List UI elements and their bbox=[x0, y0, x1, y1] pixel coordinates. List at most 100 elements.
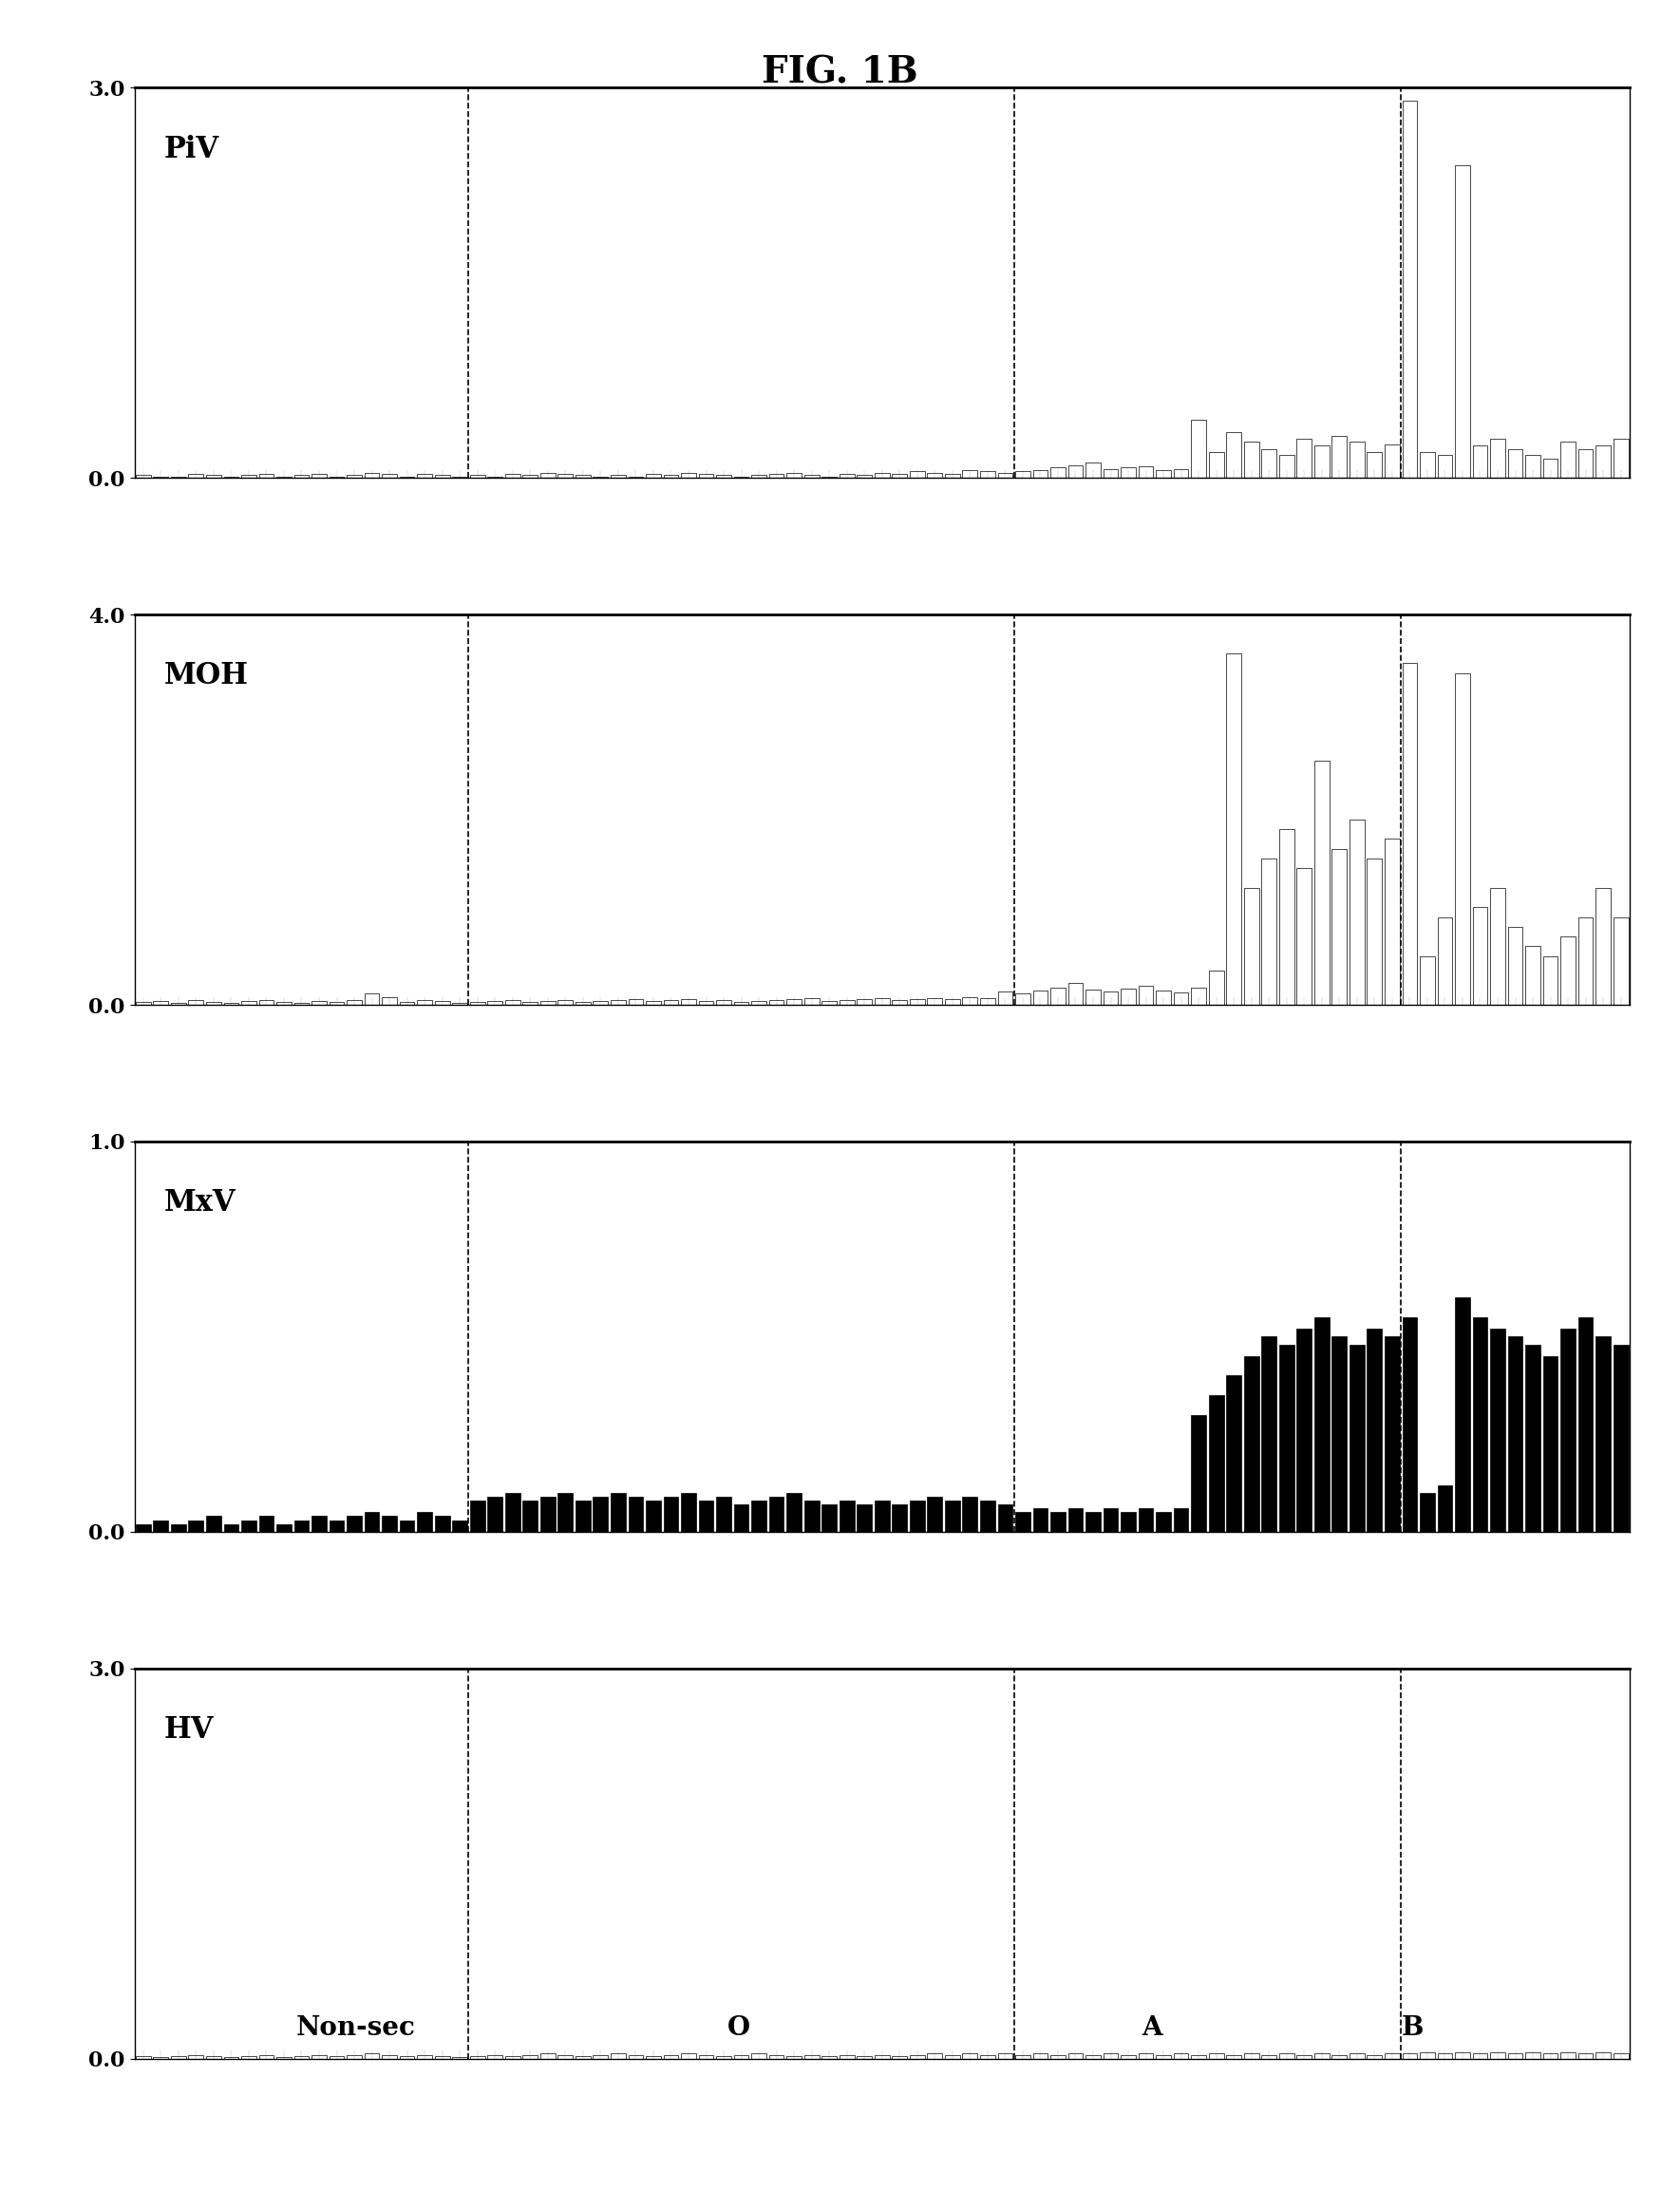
Bar bbox=[1243, 2054, 1258, 2059]
Bar bbox=[1278, 2054, 1294, 2059]
Bar bbox=[716, 1001, 731, 1005]
Bar bbox=[1596, 887, 1611, 1005]
Bar bbox=[1420, 451, 1435, 477]
Bar bbox=[751, 2054, 766, 2059]
Bar bbox=[1156, 2054, 1171, 2059]
Bar bbox=[944, 2054, 959, 2059]
Bar bbox=[1578, 449, 1593, 477]
Bar bbox=[1507, 2054, 1522, 2059]
Bar bbox=[664, 475, 679, 477]
Bar bbox=[840, 1001, 855, 1005]
Bar bbox=[1368, 1329, 1383, 1531]
Bar bbox=[1156, 990, 1171, 1005]
Bar bbox=[400, 2056, 415, 2059]
Text: A: A bbox=[1142, 2015, 1163, 2041]
Bar bbox=[875, 2054, 889, 2059]
Bar bbox=[1368, 2054, 1383, 2059]
Bar bbox=[593, 1001, 608, 1005]
Bar bbox=[1139, 986, 1154, 1005]
Bar bbox=[1085, 462, 1100, 477]
Bar bbox=[311, 2054, 326, 2059]
Bar bbox=[346, 1001, 361, 1005]
Bar bbox=[664, 1496, 679, 1531]
Bar bbox=[628, 1496, 643, 1531]
Bar bbox=[963, 1496, 978, 1531]
Bar bbox=[1542, 458, 1557, 477]
Bar bbox=[1525, 946, 1541, 1005]
Bar bbox=[1278, 456, 1294, 477]
Bar bbox=[734, 2054, 749, 2059]
Bar bbox=[1191, 988, 1206, 1005]
Bar bbox=[294, 2056, 309, 2059]
Bar bbox=[365, 473, 380, 477]
Bar bbox=[1121, 988, 1136, 1005]
Bar bbox=[506, 473, 521, 477]
Bar bbox=[242, 1001, 257, 1005]
Bar bbox=[576, 475, 590, 477]
Bar bbox=[1384, 2054, 1399, 2059]
Bar bbox=[1015, 471, 1030, 477]
Bar bbox=[1121, 466, 1136, 477]
Bar bbox=[1156, 471, 1171, 477]
Bar bbox=[1578, 1316, 1593, 1531]
Bar bbox=[1507, 1336, 1522, 1531]
Bar bbox=[1420, 1494, 1435, 1531]
Bar bbox=[1314, 760, 1329, 1005]
Bar bbox=[875, 999, 889, 1005]
Bar bbox=[699, 473, 714, 477]
Bar bbox=[1403, 2054, 1418, 2059]
Text: B: B bbox=[1401, 2015, 1423, 2041]
Text: MxV: MxV bbox=[165, 1189, 237, 1218]
Bar bbox=[840, 2054, 855, 2059]
Bar bbox=[857, 1505, 872, 1531]
Bar bbox=[1349, 2054, 1364, 2059]
Bar bbox=[1314, 445, 1329, 477]
Bar bbox=[716, 2056, 731, 2059]
Bar bbox=[875, 1500, 889, 1531]
Bar bbox=[769, 1001, 785, 1005]
Bar bbox=[506, 1001, 521, 1005]
Bar bbox=[769, 473, 785, 477]
Bar bbox=[1490, 887, 1505, 1005]
Bar bbox=[558, 473, 573, 477]
Bar bbox=[136, 1001, 151, 1005]
Bar bbox=[927, 473, 942, 477]
Bar bbox=[769, 1496, 785, 1531]
Bar bbox=[381, 996, 396, 1005]
Bar bbox=[188, 2054, 203, 2059]
Bar bbox=[1208, 1395, 1223, 1531]
Bar bbox=[153, 1520, 168, 1531]
Bar bbox=[1121, 2054, 1136, 2059]
Bar bbox=[294, 475, 309, 477]
Bar bbox=[769, 2054, 785, 2059]
Bar bbox=[153, 1001, 168, 1005]
Bar bbox=[1473, 2054, 1487, 2059]
Bar bbox=[1420, 957, 1435, 1005]
Bar bbox=[1455, 166, 1470, 477]
Bar bbox=[470, 1001, 486, 1005]
Bar bbox=[1596, 2052, 1611, 2059]
Bar bbox=[171, 2056, 186, 2059]
Bar bbox=[593, 2054, 608, 2059]
Bar bbox=[1297, 438, 1312, 477]
Bar bbox=[699, 2054, 714, 2059]
Bar bbox=[242, 475, 257, 477]
Bar bbox=[1243, 1356, 1258, 1531]
Bar bbox=[1085, 2054, 1100, 2059]
Bar bbox=[963, 996, 978, 1005]
Bar bbox=[822, 2056, 837, 2059]
Bar bbox=[1208, 970, 1223, 1005]
Bar bbox=[522, 475, 538, 477]
Bar bbox=[1085, 1511, 1100, 1531]
Bar bbox=[840, 1500, 855, 1531]
Bar bbox=[452, 1520, 467, 1531]
Bar bbox=[1104, 1509, 1119, 1531]
Bar bbox=[664, 1001, 679, 1005]
Bar bbox=[927, 1496, 942, 1531]
Bar bbox=[188, 473, 203, 477]
Bar bbox=[522, 1500, 538, 1531]
Bar bbox=[1068, 2054, 1084, 2059]
Bar bbox=[1578, 2054, 1593, 2059]
Bar bbox=[998, 1505, 1013, 1531]
Bar bbox=[346, 2054, 361, 2059]
